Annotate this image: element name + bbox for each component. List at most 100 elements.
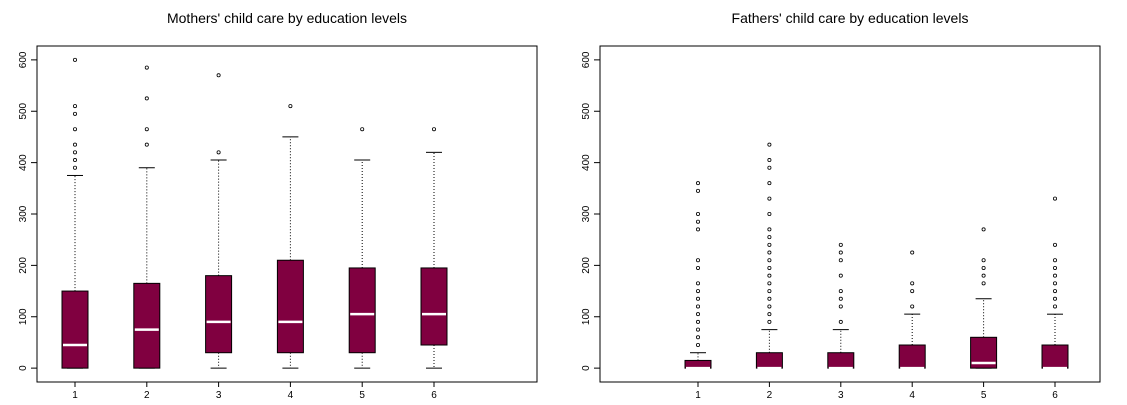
outlier: [981, 281, 986, 286]
outlier: [431, 127, 436, 132]
outlier: [696, 188, 701, 193]
outlier: [767, 242, 772, 247]
outlier: [981, 273, 986, 278]
y-tick-label: 600: [581, 51, 592, 68]
outlier: [910, 304, 915, 309]
outlier: [1053, 265, 1058, 270]
chart-title: Fathers' child care by education levels: [732, 10, 969, 26]
outlier: [838, 289, 843, 294]
outlier: [696, 343, 701, 348]
outlier: [838, 242, 843, 247]
outlier: [910, 281, 915, 286]
x-tick-label: 2: [767, 390, 773, 400]
outlier: [73, 127, 78, 132]
outlier: [767, 273, 772, 278]
outlier: [838, 304, 843, 309]
x-tick-label: 4: [909, 390, 915, 400]
outlier: [696, 281, 701, 286]
outlier: [1053, 242, 1058, 247]
outlier: [1053, 196, 1058, 201]
outlier: [144, 127, 149, 132]
x-tick-label: 1: [695, 390, 701, 400]
outlier: [767, 281, 772, 286]
outlier: [696, 265, 701, 270]
outlier: [767, 211, 772, 216]
x-tick-label: 5: [981, 390, 987, 400]
box: [61, 290, 89, 369]
outlier: [767, 181, 772, 186]
box: [276, 259, 304, 354]
outlier: [767, 196, 772, 201]
y-tick-label: 200: [18, 257, 29, 274]
y-tick-label: 0: [18, 365, 29, 371]
outlier: [767, 296, 772, 301]
y-tick-label: 300: [18, 205, 29, 222]
outlier: [696, 304, 701, 309]
outlier: [838, 273, 843, 278]
outlier: [1053, 258, 1058, 263]
outlier: [73, 150, 78, 155]
plot-frame: [599, 45, 1101, 383]
outlier: [981, 265, 986, 270]
outlier: [696, 289, 701, 294]
x-tick-label: 6: [431, 390, 437, 400]
box: [420, 267, 448, 346]
y-tick-label: 0: [581, 365, 592, 371]
outlier: [696, 258, 701, 263]
outlier: [696, 335, 701, 340]
outlier: [767, 250, 772, 255]
outlier: [767, 142, 772, 147]
outlier: [1053, 281, 1058, 286]
x-tick-label: 4: [288, 390, 294, 400]
outlier: [696, 211, 701, 216]
y-tick-label: 500: [581, 102, 592, 119]
x-tick-label: 1: [72, 390, 78, 400]
outlier: [73, 111, 78, 116]
outlier: [910, 250, 915, 255]
box: [755, 352, 783, 369]
outlier: [838, 296, 843, 301]
outlier: [838, 250, 843, 255]
outlier: [981, 258, 986, 263]
outlier: [696, 327, 701, 332]
outlier: [73, 57, 78, 62]
x-tick-label: 3: [838, 390, 844, 400]
outlier: [838, 319, 843, 324]
y-tick-label: 100: [581, 308, 592, 325]
box: [133, 282, 161, 369]
outlier: [767, 319, 772, 324]
box: [898, 344, 926, 369]
outlier: [1053, 273, 1058, 278]
outlier: [696, 319, 701, 324]
box: [205, 275, 233, 354]
outlier: [144, 65, 149, 70]
outlier: [767, 165, 772, 170]
x-tick-label: 3: [216, 390, 222, 400]
y-tick-label: 200: [581, 257, 592, 274]
outlier: [216, 150, 221, 155]
outlier: [767, 227, 772, 232]
outlier: [838, 258, 843, 263]
outlier: [73, 158, 78, 163]
chart-title: Mothers' child care by education levels: [167, 10, 407, 26]
y-tick-label: 100: [18, 308, 29, 325]
outlier: [73, 104, 78, 109]
outlier: [360, 127, 365, 132]
outlier: [696, 296, 701, 301]
outlier: [216, 73, 221, 78]
x-tick-label: 6: [1052, 390, 1058, 400]
outlier: [144, 96, 149, 101]
outlier: [910, 289, 915, 294]
box: [348, 267, 376, 354]
outlier: [696, 227, 701, 232]
y-tick-label: 500: [18, 102, 29, 119]
x-tick-label: 5: [359, 390, 365, 400]
outlier: [696, 181, 701, 186]
box: [1041, 344, 1069, 369]
outlier: [767, 289, 772, 294]
y-tick-label: 300: [581, 205, 592, 222]
box: [827, 352, 855, 369]
outlier: [767, 304, 772, 309]
